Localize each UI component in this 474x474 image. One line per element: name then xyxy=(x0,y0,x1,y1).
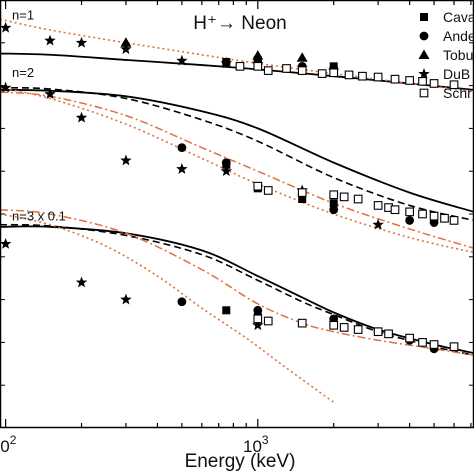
data-point-star-n2 xyxy=(120,154,132,166)
data-point-open-square-n2 xyxy=(418,209,427,219)
data-point-star-n1 xyxy=(44,34,56,46)
curve-solid-n3 xyxy=(0,225,474,354)
data-point-star-n1 xyxy=(120,43,132,55)
data-point-open-square-n2 xyxy=(449,216,459,225)
chart-title: H⁺→ Neon xyxy=(193,13,286,34)
data-point-open-square-n3 xyxy=(353,325,363,334)
data-point-open-square-n1 xyxy=(429,79,439,88)
x-tick-label: 103 xyxy=(243,433,269,456)
data-point-star-n1 xyxy=(176,54,188,66)
x-axis-label: Energy (keV) xyxy=(185,451,296,472)
data-point-triangle-n1 xyxy=(252,50,264,60)
data-point-open-square-n1 xyxy=(297,66,307,75)
data-point-open-square-n1 xyxy=(418,76,427,86)
data-point-open-square-n1 xyxy=(329,68,339,78)
data-point-star-n1 xyxy=(220,57,232,69)
panel-label: n=2 xyxy=(12,65,34,80)
curve-dashdot-orange-n3 xyxy=(0,208,474,356)
x-tick-label: 102 xyxy=(0,433,17,456)
data-point-open-square-n2 xyxy=(297,188,307,197)
data-point-star-n1 xyxy=(75,36,88,48)
data-point-square-n3 xyxy=(222,306,231,315)
data-point-triangle-n1 xyxy=(296,52,308,62)
data-point-open-square-n1 xyxy=(263,66,273,75)
data-point-open-square-n3 xyxy=(253,314,263,324)
data-point-open-square-n2 xyxy=(253,181,263,191)
data-point-open-square-n1 xyxy=(358,71,367,81)
data-point-open-square-n1 xyxy=(373,72,383,82)
data-point-open-square-n2 xyxy=(429,211,439,221)
legend-label: Cava xyxy=(443,9,474,25)
data-point-open-square-n1 xyxy=(317,69,327,78)
data-point-triangle-n1 xyxy=(120,37,132,47)
data-point-open-square-n2 xyxy=(373,201,383,210)
data-point-open-square-n3 xyxy=(339,323,349,332)
data-point-star-n2 xyxy=(372,218,384,230)
legend-marker-star xyxy=(418,68,430,79)
curve-solid-n2 xyxy=(0,88,474,213)
data-point-star-n2 xyxy=(44,88,56,100)
data-point-open-square-n3 xyxy=(297,318,307,328)
curve-dotted-orange-n3 xyxy=(0,213,335,403)
data-point-circle-n3 xyxy=(253,305,263,315)
data-point-star-n2 xyxy=(0,81,12,93)
data-point-open-square-n1 xyxy=(344,70,354,80)
data-point-circle-n2 xyxy=(221,158,231,168)
legend-label: Ande xyxy=(443,28,474,44)
data-point-circle-n3 xyxy=(177,297,187,307)
legend-marker-square xyxy=(420,13,428,21)
data-point-star-n3 xyxy=(0,237,12,249)
data-point-star-n3 xyxy=(75,276,88,288)
data-point-open-square-n2 xyxy=(263,186,273,195)
data-point-open-square-n1 xyxy=(405,76,414,85)
data-point-open-square-n2 xyxy=(339,192,349,202)
data-point-circle-n2 xyxy=(405,216,415,225)
data-point-open-square-n3 xyxy=(329,320,339,330)
data-point-square-n2 xyxy=(329,199,338,208)
legend-label: Schr xyxy=(443,85,472,101)
data-point-open-square-n3 xyxy=(429,340,439,349)
data-point-open-square-n2 xyxy=(405,207,414,217)
data-point-star-n2 xyxy=(176,163,188,174)
legend-marker-open-square xyxy=(419,88,429,98)
panel-label: n=3 x 0.1 xyxy=(12,208,66,223)
data-point-open-square-n3 xyxy=(373,327,383,337)
data-point-open-square-n1 xyxy=(235,61,245,71)
curve-dashed-n2 xyxy=(0,86,474,222)
data-point-circle-n2 xyxy=(177,143,187,153)
data-point-open-square-n2 xyxy=(329,190,339,200)
data-point-open-square-n3 xyxy=(263,316,273,326)
legend-label: DuB xyxy=(443,66,470,82)
data-point-open-square-n3 xyxy=(449,342,459,352)
data-point-star-n3 xyxy=(252,319,264,331)
data-point-open-square-n1 xyxy=(282,64,291,73)
panel-label: n=1 xyxy=(12,7,34,22)
data-point-open-square-n1 xyxy=(253,61,263,71)
data-point-open-square-n3 xyxy=(418,338,427,347)
curve-dashdot-orange-n2 xyxy=(0,91,474,249)
legend-marker-circle xyxy=(419,31,429,41)
data-point-open-square-n3 xyxy=(384,329,393,339)
data-point-star-n2 xyxy=(75,111,88,123)
curve-dashed-n3 xyxy=(0,223,474,357)
data-point-open-square-n2 xyxy=(440,213,449,223)
data-point-open-square-n2 xyxy=(390,205,400,215)
data-point-open-square-n3 xyxy=(405,333,414,343)
curve-dotted-orange-n2 xyxy=(0,86,474,254)
data-point-star-n3 xyxy=(120,293,132,305)
data-point-open-square-n1 xyxy=(390,74,400,84)
data-point-open-square-n2 xyxy=(353,194,363,204)
legend-label: Tobu xyxy=(443,47,473,63)
data-point-open-square-n1 xyxy=(449,80,459,90)
legend-marker-triangle xyxy=(418,49,430,59)
data-point-star-n1 xyxy=(0,21,12,33)
data-point-star-n2 xyxy=(220,165,232,177)
data-point-circle-n2 xyxy=(329,205,339,215)
